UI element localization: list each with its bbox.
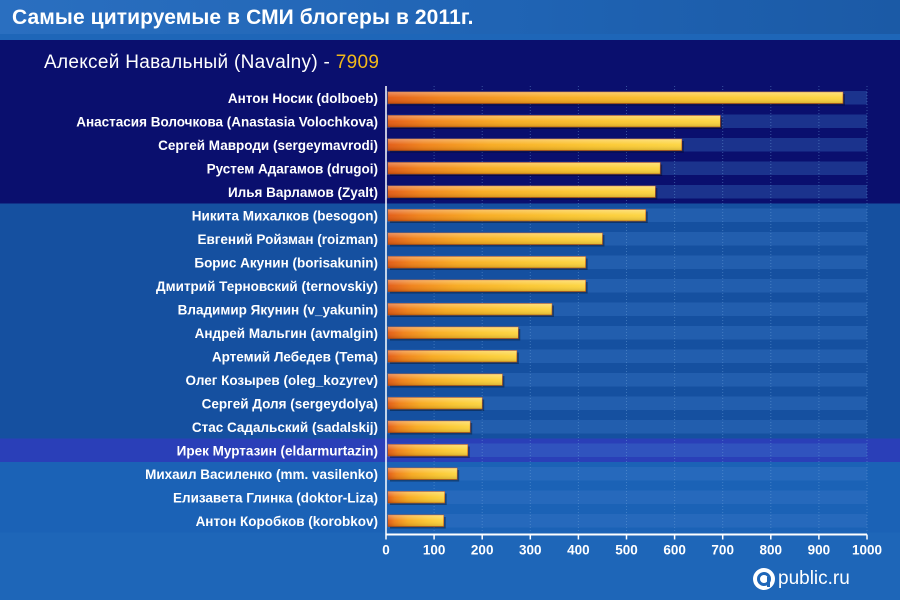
bar-gloss <box>388 350 517 362</box>
row-track <box>386 467 867 481</box>
category-label: Елизавета Глинка (doktor-Liza) <box>173 490 378 505</box>
bar-gloss <box>388 491 445 503</box>
x-tick-label: 600 <box>663 543 686 558</box>
x-tick-label: 200 <box>471 543 494 558</box>
bar-gloss <box>388 139 682 151</box>
category-label: Евгений Ройзман (roizman) <box>198 232 379 247</box>
chart-title: Самые цитируемые в СМИ блогеры в 2011г. <box>12 6 474 29</box>
x-tick-label: 0 <box>382 543 390 558</box>
x-tick-label: 400 <box>567 543 590 558</box>
bar-gloss <box>388 444 468 456</box>
bar-gloss <box>388 280 586 292</box>
bar-gloss <box>388 256 586 268</box>
row-track <box>386 420 867 434</box>
category-label: Олег Козырев (oleg_kozyrev) <box>186 373 379 388</box>
bar-gloss <box>388 115 721 127</box>
category-label: Илья Варламов (Zyalt) <box>228 185 378 200</box>
category-label: Антон Коробков (korobkov) <box>196 514 378 529</box>
category-labels: Антон Носик (dolboeb) Анастасия Волочкова… <box>76 91 378 529</box>
logo-text: public.ru <box>778 568 850 589</box>
bar-gloss <box>388 397 483 409</box>
x-tick-label: 300 <box>519 543 542 558</box>
row-track <box>386 396 867 410</box>
category-label: Сергей Доля (sergeydolya) <box>202 396 378 411</box>
category-label: Дмитрий Терновский (ternovskiy) <box>156 279 378 294</box>
bar-gloss <box>388 233 603 245</box>
category-label: Ирек Муртазин (eldarmurtazin) <box>177 443 378 458</box>
x-tick-label: 500 <box>615 543 638 558</box>
category-label: Стас Садальский (sadalskij) <box>192 420 378 435</box>
category-label: Михаил Василенко (mm. vasilenko) <box>145 467 378 482</box>
subtitle-value: 7909 <box>335 52 380 73</box>
category-label: Анастасия Волочкова (Anastasia Volochkov… <box>76 114 378 129</box>
bar-gloss <box>388 327 519 339</box>
category-label: Сергей Мавроди (sergeymavrodi) <box>158 138 378 153</box>
bar-gloss <box>388 421 471 433</box>
bar-gloss <box>388 186 656 198</box>
row-track <box>386 373 867 387</box>
x-axis: 0 100 200 300 400 500 600 700 800 900 1000 <box>382 86 882 558</box>
bar-gloss <box>388 92 843 104</box>
subtitle: Алексей Навальный (Navalny) - 7909 <box>44 52 379 74</box>
bar-gloss <box>388 374 503 386</box>
category-label: Андрей Мальгин (avmalgin) <box>195 326 378 341</box>
row-track <box>386 514 867 528</box>
subtitle-label: Алексей Навальный (Navalny) - <box>44 52 336 73</box>
title-bar <box>0 0 900 34</box>
category-label: Антон Носик (dolboeb) <box>228 91 378 106</box>
x-tick-label: 900 <box>808 543 831 558</box>
x-tick-label: 800 <box>760 543 783 558</box>
x-tick-label: 100 <box>423 543 446 558</box>
public-ru-logo: public.ru <box>752 566 850 592</box>
category-label: Артемий Лебедев (Tema) <box>212 349 378 364</box>
row-track <box>386 443 867 457</box>
category-label: Рустем Адагамов (drugoi) <box>207 161 378 176</box>
bar-gloss <box>388 468 458 480</box>
row-track <box>386 490 867 504</box>
public-ru-logo-icon <box>753 568 775 590</box>
bar-gloss <box>388 515 444 527</box>
bar-gloss <box>388 209 646 221</box>
x-tick-label: 1000 <box>852 543 882 558</box>
x-tick-label: 700 <box>711 543 734 558</box>
category-label: Никита Михалков (besogon) <box>192 208 378 223</box>
category-label: Владимир Якунин (v_yakunin) <box>178 302 378 317</box>
category-label: Борис Акунин (borisakunin) <box>194 255 378 270</box>
bar-gloss <box>388 162 661 174</box>
bars <box>387 91 845 529</box>
bar-gloss <box>388 303 552 315</box>
subtitle-panel <box>0 40 900 86</box>
